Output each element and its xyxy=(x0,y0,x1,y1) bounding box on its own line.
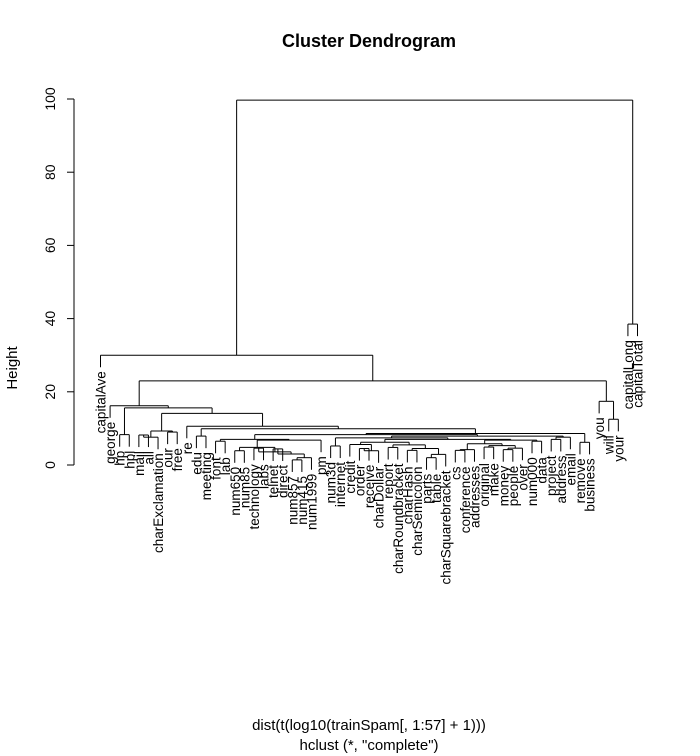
leaf-label: edu xyxy=(189,452,204,475)
y-tick-label: 0 xyxy=(42,461,58,469)
leaf-label: make xyxy=(487,463,502,496)
leaf-label: conference xyxy=(458,466,473,533)
leaf-label: direct xyxy=(276,465,291,498)
leaf-label: num85 xyxy=(237,467,252,508)
leaf-label: george xyxy=(103,422,118,464)
leaf-label: internet xyxy=(333,462,348,507)
leaf-label: re xyxy=(180,442,195,454)
leaf-label: original xyxy=(477,463,492,507)
leaf-label: charHash xyxy=(400,466,415,524)
leaf-label: over xyxy=(515,464,530,491)
leaf-label: address xyxy=(554,455,569,503)
leaf-label: money xyxy=(496,465,511,506)
leaf-label: charDollar xyxy=(372,466,387,528)
leaf-label: you xyxy=(592,417,607,439)
leaf-label: cs xyxy=(448,466,463,480)
leaf-label: remove xyxy=(573,458,588,503)
leaf-label: charRoundbracket xyxy=(391,463,406,574)
leaf-label: receive xyxy=(362,465,377,509)
leaf-label: email xyxy=(563,453,578,485)
leaf-label: technology xyxy=(247,464,262,530)
y-axis: 0 20 40 60 80 100 xyxy=(42,87,75,469)
leaf-label: labs xyxy=(257,464,272,489)
leaf-label: data xyxy=(535,457,550,484)
y-tick-label: 60 xyxy=(42,237,58,253)
leaf-label: capitalAve xyxy=(94,371,109,433)
leaf-label: all xyxy=(141,451,156,465)
leaf-label: report xyxy=(381,463,396,499)
leaf-label: num650 xyxy=(228,467,243,516)
leaf-label: credit xyxy=(343,460,358,493)
leaf-label: hp xyxy=(113,451,128,466)
leaf-label: table xyxy=(429,474,444,503)
leaf-label: font xyxy=(209,457,224,480)
leaf-label: your xyxy=(611,435,626,462)
leaf-label: parts xyxy=(420,474,435,504)
leaf-label: capitalLong xyxy=(621,340,636,409)
leaf-label: addresses xyxy=(467,465,482,528)
leaf-label: people xyxy=(506,466,521,507)
y-axis-label: Height xyxy=(4,345,21,389)
leaf-label: lab xyxy=(218,457,233,475)
y-tick-label: 40 xyxy=(42,311,58,327)
chart-title: Cluster Dendrogram xyxy=(282,31,456,51)
y-tick-label: 100 xyxy=(42,87,58,111)
leaf-label: our xyxy=(161,448,176,468)
leaf-label: free xyxy=(170,448,185,471)
leaf-label: meeting xyxy=(199,452,214,500)
y-tick-label: 80 xyxy=(42,164,58,180)
y-tick-label: 20 xyxy=(42,384,58,400)
leaf-label: charSquarebracket xyxy=(439,470,454,584)
leaf-label: telnet xyxy=(266,465,281,498)
x-axis-label: dist(t(log10(trainSpam[, 1:57] + 1))) xyxy=(252,717,486,734)
leaf-label: capitalTotal xyxy=(631,340,646,408)
leaf-label: hpl xyxy=(122,451,137,469)
leaf-label: will xyxy=(602,435,617,455)
sub-label: hclust (*, "complete") xyxy=(299,737,438,754)
leaf-label: project xyxy=(544,455,559,496)
leaf-label: business xyxy=(583,458,598,512)
leaf-label: mail xyxy=(132,451,147,476)
leaf-label: charExclamation xyxy=(151,453,166,553)
leaf-label: pm xyxy=(314,456,329,475)
leaf-label: num857 xyxy=(285,476,300,525)
leaf-label: num1999 xyxy=(304,474,319,530)
leaf-label: num415 xyxy=(295,476,310,525)
leaf-label: num3d xyxy=(324,462,339,503)
dendrogram-branches xyxy=(100,99,638,472)
leaf-label: charSemicolon xyxy=(410,466,425,555)
leaf-label: order xyxy=(352,464,367,496)
leaf-labels: capitalAvegeorgehphplmailallcharExclamat… xyxy=(94,340,646,584)
leaf-label: num000 xyxy=(525,457,540,506)
